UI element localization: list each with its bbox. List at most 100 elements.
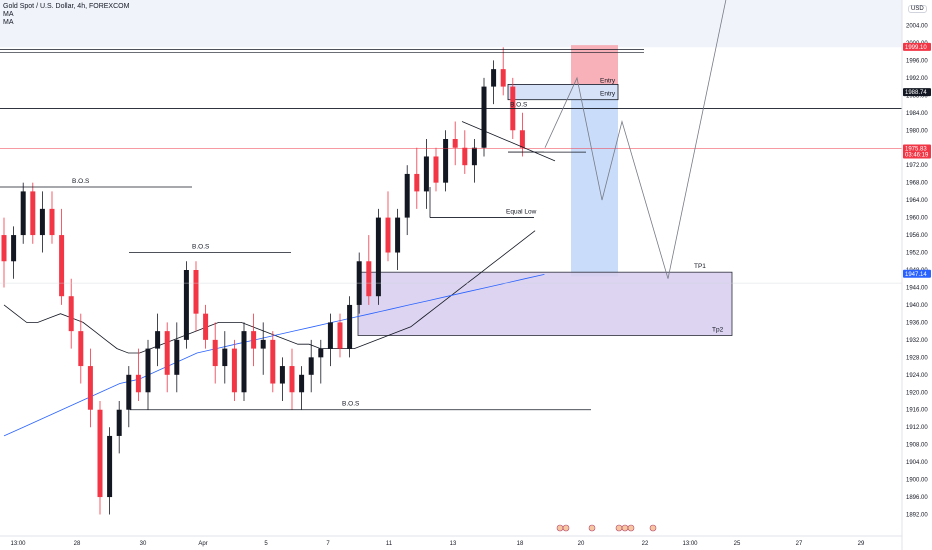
event-flag-icon[interactable] — [556, 524, 564, 532]
candle-body — [59, 235, 65, 297]
event-flag-icon[interactable] — [562, 524, 570, 532]
candle-body — [68, 296, 74, 332]
candle-body — [212, 339, 218, 367]
x-tick-label: 27 — [796, 541, 803, 547]
candle-body — [414, 173, 420, 192]
event-flag-icon[interactable] — [588, 524, 596, 532]
price-badge-label: 1975.83 — [905, 146, 927, 152]
y-tick-label: 1956.00 — [906, 233, 928, 239]
candle-body — [337, 322, 343, 349]
y-tick-label: 1992.00 — [906, 76, 928, 82]
y-tick-label: 1932.00 — [906, 338, 928, 344]
top-band — [0, 0, 902, 48]
x-tick-label: 30 — [140, 541, 147, 547]
candle-body — [404, 173, 410, 218]
annotation-label: B.O.S — [510, 101, 528, 108]
candle-body — [462, 147, 468, 166]
x-tick-label: 5 — [264, 541, 268, 547]
currency-selector[interactable]: USD — [908, 5, 927, 13]
y-tick-label: 1996.00 — [906, 58, 928, 64]
candle-body — [491, 69, 497, 87]
y-tick-label: 1912.00 — [906, 425, 928, 431]
y-tick-label: 1964.00 — [906, 198, 928, 204]
annotation-label: B.O.S — [72, 178, 90, 185]
y-tick-label: 1940.00 — [906, 303, 928, 309]
y-tick-label: 1904.00 — [906, 460, 928, 466]
event-flag-icon[interactable] — [621, 524, 629, 532]
trade-plan-path[interactable] — [544, 0, 727, 279]
candle-body — [241, 331, 247, 393]
y-tick-label: 1916.00 — [906, 408, 928, 414]
annotation-label: Entry — [600, 91, 616, 98]
annotation-label: Tp2 — [712, 326, 724, 333]
annotation-label: Entry — [600, 77, 616, 84]
chart-legend: Gold Spot / U.S. Dollar, 4h, FOREXCOM MA… — [3, 3, 129, 27]
candle-body — [318, 348, 324, 358]
price-badge-countdown: 03:46:19 — [905, 152, 929, 158]
candle-body — [39, 208, 45, 236]
price-badge — [903, 42, 931, 51]
candle-body — [20, 191, 26, 236]
y-tick-label: 1900.00 — [906, 478, 928, 484]
triangle-upper-line[interactable] — [461, 121, 556, 162]
candle-body — [308, 357, 314, 375]
demand-zone — [357, 271, 733, 336]
y-tick-label: 1972.00 — [906, 163, 928, 169]
x-tick-label: 11 — [386, 541, 393, 547]
candle-body — [135, 374, 141, 393]
y-tick-label: 1980.00 — [906, 128, 928, 134]
candle-body — [299, 374, 305, 393]
indicator-ma-2[interactable]: MA — [3, 19, 14, 26]
candle-body — [443, 139, 449, 183]
candle-body — [78, 331, 84, 367]
candle-body — [183, 270, 189, 340]
candle-body — [366, 261, 372, 297]
candle-body — [433, 156, 439, 183]
x-tick-label: 20 — [578, 541, 585, 547]
candle-body — [164, 331, 170, 375]
x-tick-label: 22 — [642, 541, 649, 547]
candle-body — [222, 348, 228, 367]
candle-body — [174, 339, 180, 375]
candle-body — [251, 331, 257, 349]
candle-body — [279, 366, 285, 384]
candle-body — [116, 409, 122, 436]
price-badge — [903, 144, 931, 159]
event-flag-icon[interactable] — [627, 524, 635, 532]
candle-body — [49, 208, 55, 236]
candle-body — [519, 130, 525, 148]
candle-body — [107, 435, 113, 498]
event-flag-icon[interactable] — [649, 524, 657, 532]
take-profit-zone — [571, 91, 618, 277]
indicator-ma-1[interactable]: MA — [3, 11, 14, 18]
x-tick-label: 13 — [450, 541, 457, 547]
candle-body — [289, 366, 295, 393]
y-tick-label: 1936.00 — [906, 320, 928, 326]
candle-body — [1, 235, 7, 262]
candle-body — [145, 348, 151, 393]
candle-body — [203, 313, 209, 340]
candle-body — [423, 156, 429, 192]
y-tick-label: 1892.00 — [906, 513, 928, 519]
candle-body — [500, 69, 506, 87]
candle-body — [270, 339, 276, 384]
candle-body — [30, 191, 36, 236]
y-tick-label: 1968.00 — [906, 181, 928, 187]
x-tick-label: 13:00 — [682, 541, 698, 547]
candle-body — [375, 217, 381, 297]
candle-body — [260, 339, 266, 349]
x-tick-label: 29 — [858, 541, 865, 547]
annotation-label: B.O.S — [342, 401, 360, 408]
candle-body — [327, 322, 333, 349]
candle-body — [155, 331, 161, 349]
price-badge-label: 1947.14 — [905, 272, 927, 278]
x-tick-label: 25 — [734, 541, 741, 547]
annotation-label: Equal Low — [506, 208, 537, 215]
candle-body — [452, 139, 458, 148]
y-tick-label: 1908.00 — [906, 443, 928, 449]
y-tick-label: 1960.00 — [906, 216, 928, 222]
candle-body — [193, 270, 199, 314]
event-flag-icon[interactable] — [615, 524, 623, 532]
